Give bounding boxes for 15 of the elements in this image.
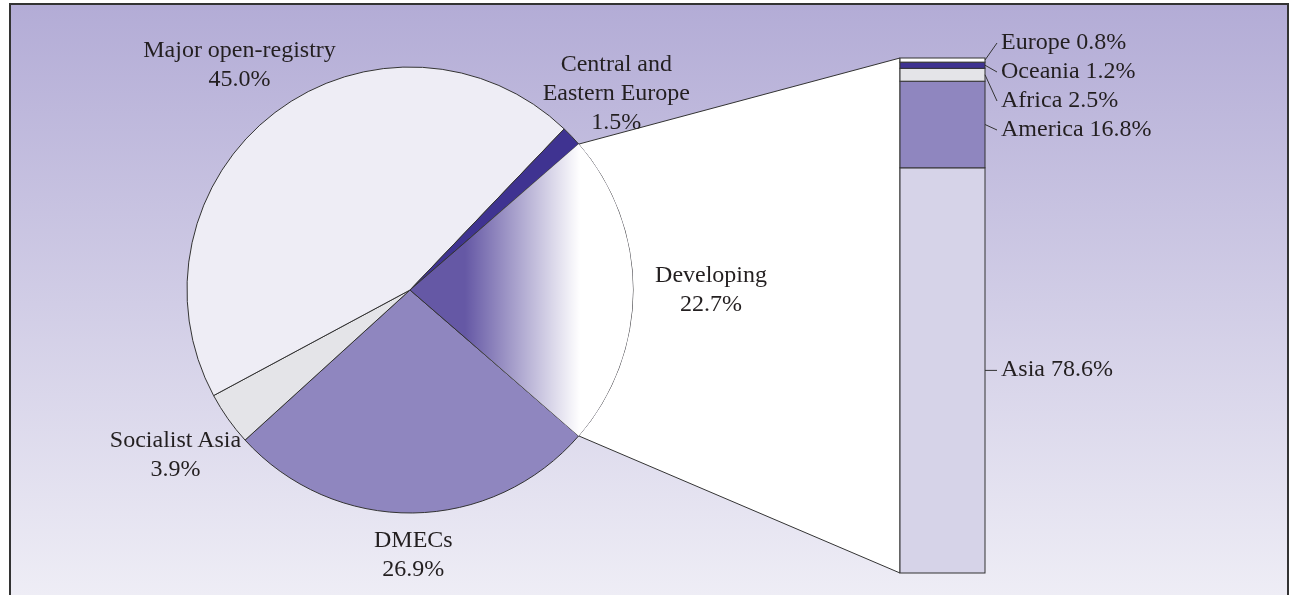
slice-label: DMECs	[374, 525, 453, 552]
data-label: Asia 78.6%	[1001, 354, 1113, 381]
data-label: 22.7%	[680, 289, 743, 316]
data-label: Africa 2.5%	[1001, 85, 1119, 112]
slice-label: Central and Eastern Europe	[542, 49, 690, 105]
slice-label: Socialist Asia	[109, 425, 242, 452]
data-label: Europe 0.8%	[1001, 27, 1127, 54]
data-label: Oceania 1.2%	[1001, 56, 1136, 83]
data-label: 3.9%	[150, 454, 201, 481]
data-label: America 16.8%	[1001, 114, 1152, 141]
slice-label: Major open-registry	[143, 35, 336, 62]
slice-label: Developing	[655, 260, 768, 287]
data-label: 1.5%	[591, 107, 642, 134]
data-label: 26.9%	[382, 554, 445, 581]
data-label: 45.0%	[208, 64, 271, 91]
